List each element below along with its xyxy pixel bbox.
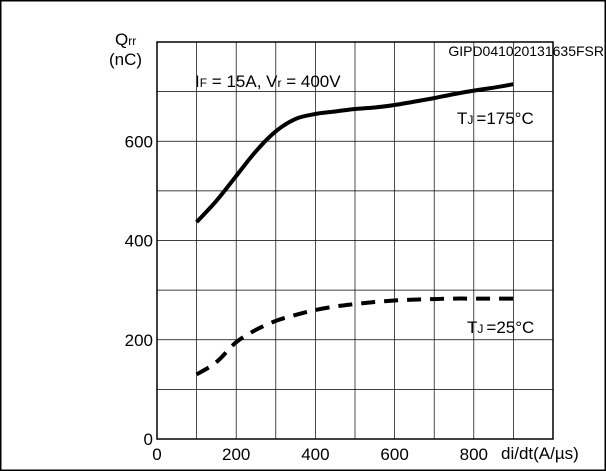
y-tick-label: 400	[125, 232, 153, 251]
vr-sub: r	[278, 76, 282, 90]
y-label-symbol: Q	[115, 30, 128, 49]
y-tick-label: 600	[125, 132, 153, 151]
series-line-tj-25	[195, 296, 514, 377]
y-tick-label: 200	[125, 331, 153, 350]
y-tick-label: 0	[144, 430, 153, 449]
vr-value: = 400V	[282, 72, 342, 91]
x-tick-label: 0	[152, 445, 161, 464]
grid	[157, 42, 553, 439]
y-axis-label: Qrr	[115, 30, 136, 49]
x-tick-label: 800	[460, 445, 488, 464]
condition-annotation: IF = 15A, Vr = 400V	[195, 72, 341, 91]
series-label-175: TJ =175°C	[457, 109, 534, 128]
if-sub: F	[200, 76, 207, 90]
plot-area	[156, 41, 554, 440]
figure-id: GIPD041020131635FSR	[448, 43, 604, 59]
series-group	[195, 82, 514, 377]
vr-symbol: V	[266, 72, 278, 91]
x-tick-label: 400	[301, 445, 329, 464]
y-axis-unit: (nC)	[109, 50, 142, 69]
x-axis-label: di/dt(A/µs)	[501, 444, 579, 463]
series-label-25: TJ =25°C	[467, 318, 534, 337]
if-symbol: I	[195, 72, 200, 91]
x-tick-label: 600	[380, 445, 408, 464]
series-line-tj-175	[195, 82, 514, 224]
x-tick-label: 200	[222, 445, 250, 464]
y-label-sub: rr	[128, 34, 136, 48]
if-value: = 15A,	[207, 72, 266, 91]
ticks: 0 200 400 600 800 0 200 400 600	[125, 132, 488, 464]
